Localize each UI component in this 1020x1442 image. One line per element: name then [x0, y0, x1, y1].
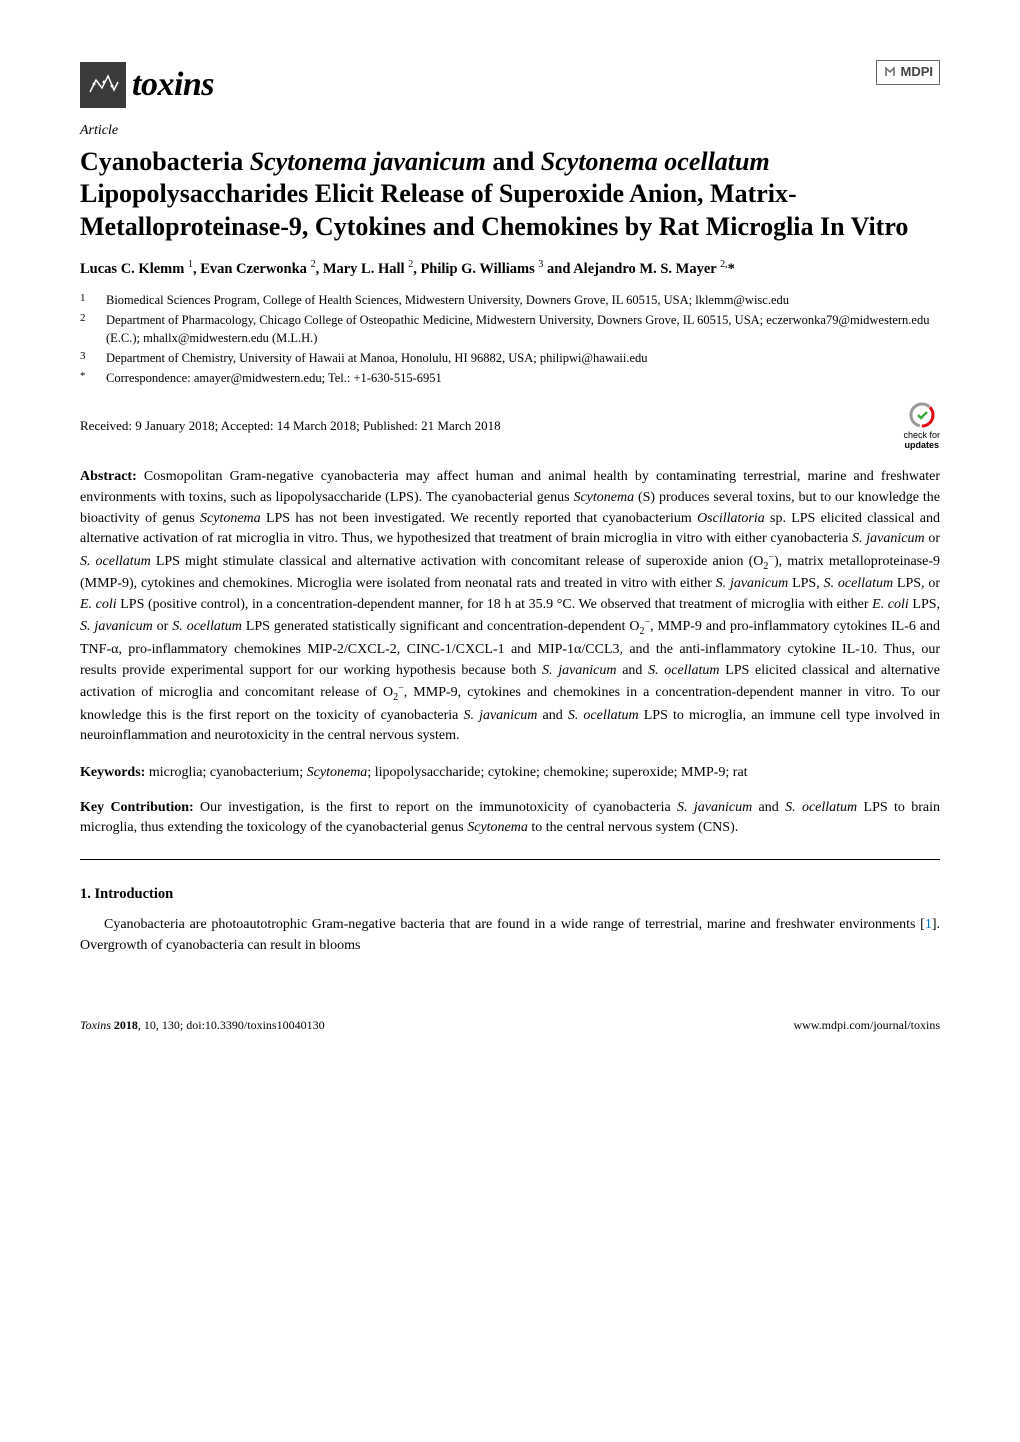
- keywords: Keywords: microglia; cyanobacterium; Scy…: [80, 763, 940, 784]
- section-divider: [80, 859, 940, 860]
- header-row: toxins MDPI: [80, 60, 940, 109]
- affiliation-row: 1 Biomedical Sciences Program, College of…: [80, 291, 940, 309]
- affiliation-text: Department of Chemistry, University of H…: [106, 349, 940, 367]
- body-text: Cyanobacteria are photoautotrophic Gram-…: [104, 917, 925, 932]
- footer-year: 2018: [114, 1018, 138, 1032]
- keycontrib-species: S. ocellatum: [785, 800, 857, 815]
- footer-journal: Toxins: [80, 1018, 114, 1032]
- affiliation-text: Biomedical Sciences Program, College of …: [106, 291, 940, 309]
- affiliations: 1 Biomedical Sciences Program, College of…: [80, 291, 940, 388]
- affiliation-row: * Correspondence: amayer@midwestern.edu; …: [80, 369, 940, 387]
- keywords-text: microglia; cyanobacterium; Scytonema; li…: [145, 765, 747, 780]
- title-species: Scytonema ocellatum: [541, 147, 770, 176]
- affiliation-row: 3 Department of Chemistry, University of …: [80, 349, 940, 367]
- abstract-label: Abstract:: [80, 469, 137, 484]
- footer-url: www.mdpi.com/journal/toxins: [793, 1017, 940, 1034]
- footer-rest: , 10, 130; doi:10.3390/toxins10040130: [138, 1018, 325, 1032]
- keywords-label: Keywords:: [80, 765, 145, 780]
- check-updates-line2: updates: [904, 441, 939, 451]
- keycontrib-text: Our investigation, is the first to repor…: [194, 800, 677, 815]
- publisher-logo-text: MDPI: [901, 63, 934, 82]
- keycontrib-label: Key Contribution:: [80, 800, 194, 815]
- title-part: and: [486, 147, 541, 176]
- affiliation-row: 2 Department of Pharmacology, Chicago Col…: [80, 311, 940, 347]
- publication-dates: Received: 9 January 2018; Accepted: 14 M…: [80, 417, 501, 436]
- affiliation-text: Department of Pharmacology, Chicago Coll…: [106, 311, 940, 347]
- abstract: Abstract: Cosmopolitan Gram-negative cya…: [80, 467, 940, 747]
- toxins-logo-icon: [80, 62, 126, 108]
- authors: Lucas C. Klemm 1, Evan Czerwonka 2, Mary…: [80, 257, 940, 281]
- mdpi-icon: [883, 65, 897, 79]
- title-part: Cyanobacteria: [80, 147, 250, 176]
- article-type: Article: [80, 121, 940, 141]
- key-contribution: Key Contribution: Our investigation, is …: [80, 798, 940, 839]
- reference-link[interactable]: 1: [925, 917, 932, 932]
- keycontrib-species: Scytonema: [467, 820, 528, 835]
- article-title: Cyanobacteria Scytonema javanicum and Sc…: [80, 146, 940, 244]
- affiliation-number: 1: [80, 291, 92, 309]
- dates-row: Received: 9 January 2018; Accepted: 14 M…: [80, 401, 940, 451]
- section-heading: 1. Introduction: [80, 884, 940, 905]
- intro-paragraph: Cyanobacteria are photoautotrophic Gram-…: [80, 915, 940, 956]
- footer-citation: Toxins 2018, 10, 130; doi:10.3390/toxins…: [80, 1017, 325, 1034]
- abstract-text: Cosmopolitan Gram-negative cyanobacteria…: [80, 469, 940, 743]
- affiliation-number: 3: [80, 349, 92, 367]
- title-part: Lipopolysaccharides Elicit Release of Su…: [80, 179, 908, 241]
- keycontrib-species: S. javanicum: [677, 800, 752, 815]
- title-species: Scytonema javanicum: [250, 147, 486, 176]
- affiliation-text: Correspondence: amayer@midwestern.edu; T…: [106, 369, 940, 387]
- journal-name: toxins: [132, 60, 214, 109]
- affiliation-number: *: [80, 369, 92, 387]
- publisher-logo: MDPI: [876, 60, 941, 85]
- journal-logo: toxins: [80, 60, 214, 109]
- keycontrib-text: to the central nervous system (CNS).: [528, 820, 738, 835]
- affiliation-number: 2: [80, 311, 92, 347]
- keycontrib-text: and: [752, 800, 785, 815]
- crossmark-icon: [908, 401, 936, 429]
- check-for-updates-badge[interactable]: check for updates: [903, 401, 940, 451]
- page-footer: Toxins 2018, 10, 130; doi:10.3390/toxins…: [80, 1017, 940, 1034]
